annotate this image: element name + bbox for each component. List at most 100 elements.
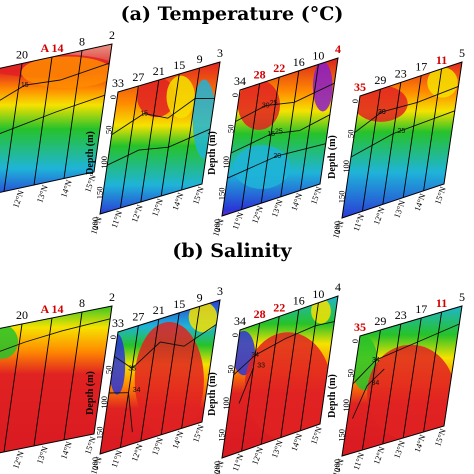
contour-label: 25 <box>398 128 406 135</box>
salinity-title: (b) Salinity <box>172 240 292 262</box>
station-divider <box>260 316 280 445</box>
depth-tick-label: 150 <box>217 188 227 201</box>
contour-line <box>0 318 111 357</box>
station-label: 29 <box>374 73 386 87</box>
latitude-tick-label: 14°N <box>289 432 305 452</box>
station-label: 33 <box>112 76 124 90</box>
latitude-tick-label: 10°N <box>88 455 104 474</box>
station-label: 20 <box>16 48 28 62</box>
panel-frame <box>221 57 339 217</box>
station-divider <box>241 83 261 210</box>
latitude-tick-label: 13°N <box>269 198 285 218</box>
y-axis-label: Depth (m) <box>207 372 218 416</box>
latitude-tick-label: 13°N <box>269 439 285 459</box>
field-blob <box>166 75 195 119</box>
station-divider <box>33 317 53 447</box>
station-label: 2 <box>109 290 115 304</box>
station-label: 2 <box>109 28 115 42</box>
station-divider <box>241 323 261 452</box>
latitude-tick-label: 15°N <box>432 427 448 447</box>
station-divider <box>181 306 201 429</box>
station-divider <box>361 329 381 451</box>
station-label: 3 <box>217 46 223 60</box>
depth-tick-label: 0 <box>230 93 240 97</box>
station-label: 21 <box>153 64 165 78</box>
station-divider <box>402 75 422 198</box>
station-label: 16 <box>293 294 305 308</box>
station-label: 4 <box>335 280 341 294</box>
station-divider <box>3 323 23 453</box>
station-divider <box>3 63 23 192</box>
station-label: 11 <box>436 53 447 67</box>
depth-tick-label: 50 <box>226 125 236 134</box>
latitude-tick-label: 14°N <box>58 440 74 460</box>
field-blob <box>237 79 281 130</box>
station-label: 22 <box>273 61 285 75</box>
contour-line <box>0 62 110 109</box>
contour-label: 30 <box>378 109 386 116</box>
station-label: 21 <box>153 303 165 317</box>
latitude-tick-label: 12°N <box>10 189 26 209</box>
latitude-tick-label: 14°N <box>170 191 186 211</box>
temperature-title: (a) Temperature (°C) <box>121 3 344 25</box>
latitude-tick-label: 10°N <box>330 457 346 474</box>
depth-tick-label: 50 <box>346 130 356 139</box>
latitude-tick-label: 11°N <box>230 211 245 231</box>
station-divider <box>160 312 180 435</box>
latitude-tick-label: 12°N <box>10 450 26 470</box>
station-divider <box>423 68 443 191</box>
station-divider <box>280 70 300 197</box>
depth-tick-label: 100 <box>99 156 109 169</box>
contour-label: 34 <box>372 357 380 364</box>
panel-frame <box>341 305 463 457</box>
contour-label: 34 <box>371 380 379 387</box>
station-divider <box>361 89 381 212</box>
station-label: 5 <box>459 46 465 60</box>
panel-field <box>0 306 112 458</box>
station-label: 17 <box>415 302 427 316</box>
latitude-tick-label: 14°N <box>412 433 428 453</box>
contour-label: 30 <box>262 103 270 110</box>
latitude-tick-label: 11°N <box>230 452 245 472</box>
station-label: 35 <box>354 320 366 334</box>
depth-tick-label: 0 <box>350 99 360 103</box>
panel-salinity-4: 35 29 23 17 11 5 34 34 0 50 100 150 200 Depth (m) 10°N… <box>327 290 465 474</box>
station-divider <box>280 309 300 438</box>
station-divider <box>181 67 201 191</box>
field-blob <box>0 324 19 359</box>
latitude-tick-label: 14°N <box>412 192 428 212</box>
station-label: 8 <box>79 296 85 310</box>
depth-tick-label: 200 <box>212 219 222 232</box>
station-divider <box>63 311 83 441</box>
contour-label: 33 <box>128 365 136 372</box>
panel-frame <box>221 295 339 459</box>
latitude-tick-label: 12°N <box>371 445 387 465</box>
station-label: 27 <box>132 310 144 324</box>
contour-label: 15 <box>140 111 148 118</box>
contour-label: 20 <box>378 109 386 116</box>
station-label: 34 <box>234 74 246 88</box>
latitude-tick-label: 13°N <box>150 436 166 456</box>
station-divider <box>119 85 139 209</box>
contour-label: 34 <box>251 352 259 359</box>
station-divider <box>402 317 422 439</box>
depth-tick-label: 100 <box>221 156 231 169</box>
station-label: 35 <box>354 80 366 94</box>
panel-frame <box>341 61 463 219</box>
station-divider <box>140 319 160 442</box>
depth-tick-label: 50 <box>226 365 236 374</box>
depth-tick-label: 200 <box>332 459 342 472</box>
station-divider <box>299 64 319 191</box>
station-label: 10 <box>312 48 324 62</box>
station-divider <box>160 73 180 197</box>
latitude-tick-label: 13°N <box>34 184 50 204</box>
panel-field <box>0 44 112 198</box>
field-background <box>0 306 112 458</box>
station-label: 28 <box>254 307 266 321</box>
y-axis-label: Depth (m) <box>327 374 338 418</box>
latitude-tick-label: 12°N <box>250 446 266 466</box>
